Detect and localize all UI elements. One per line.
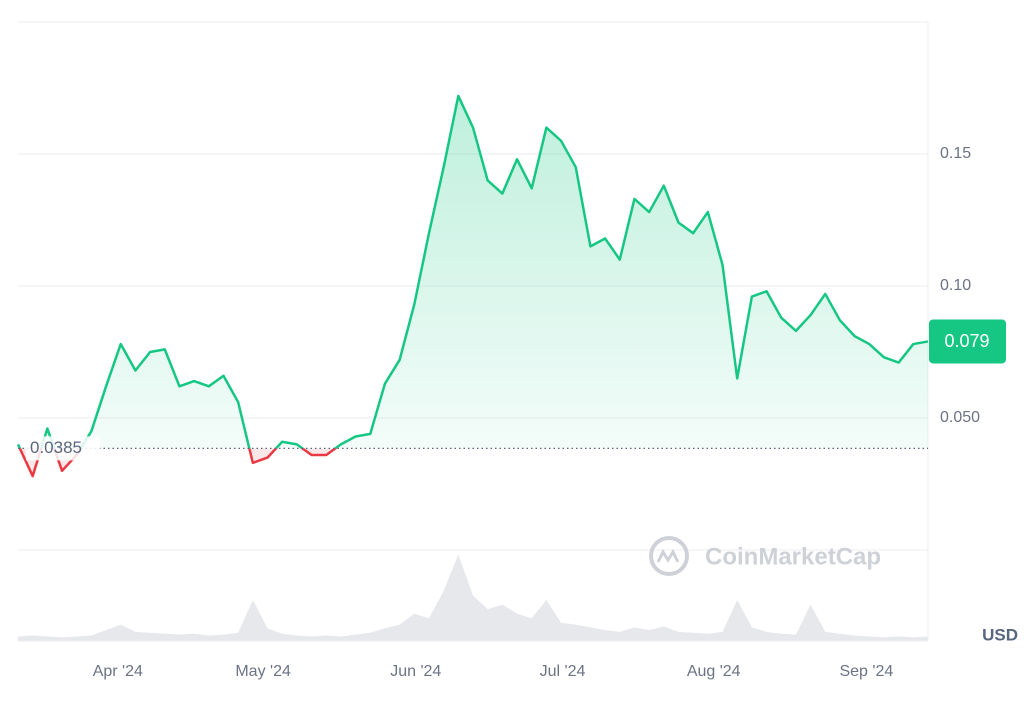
watermark-logo-mark — [656, 548, 680, 563]
current-price-badge — [929, 319, 1006, 364]
y-tick-label: 0.15 — [940, 145, 971, 162]
x-tick-label: Aug '24 — [687, 663, 741, 680]
x-tick-label: Apr '24 — [93, 663, 143, 680]
baseline-label: 0.0385 — [30, 438, 82, 457]
x-tick-label: Jun '24 — [390, 663, 441, 680]
watermark: CoinMarketCap — [649, 536, 881, 576]
baseline-label-bg — [26, 436, 100, 461]
x-tick-label: May '24 — [235, 663, 291, 680]
price-line-above — [16, 94, 929, 449]
volume-area — [18, 554, 928, 641]
price-area-above — [18, 95, 928, 449]
x-tick-label: Sep '24 — [839, 663, 893, 680]
watermark-logo — [649, 536, 689, 576]
y-tick-label: 0.050 — [940, 409, 980, 426]
current-price-label: 0.079 — [944, 331, 989, 351]
x-tick-label: Jul '24 — [540, 663, 586, 680]
watermark-text: CoinMarketCap — [705, 543, 881, 570]
y-tick-label: 0.10 — [940, 277, 971, 294]
currency-label: USD — [982, 625, 1018, 644]
